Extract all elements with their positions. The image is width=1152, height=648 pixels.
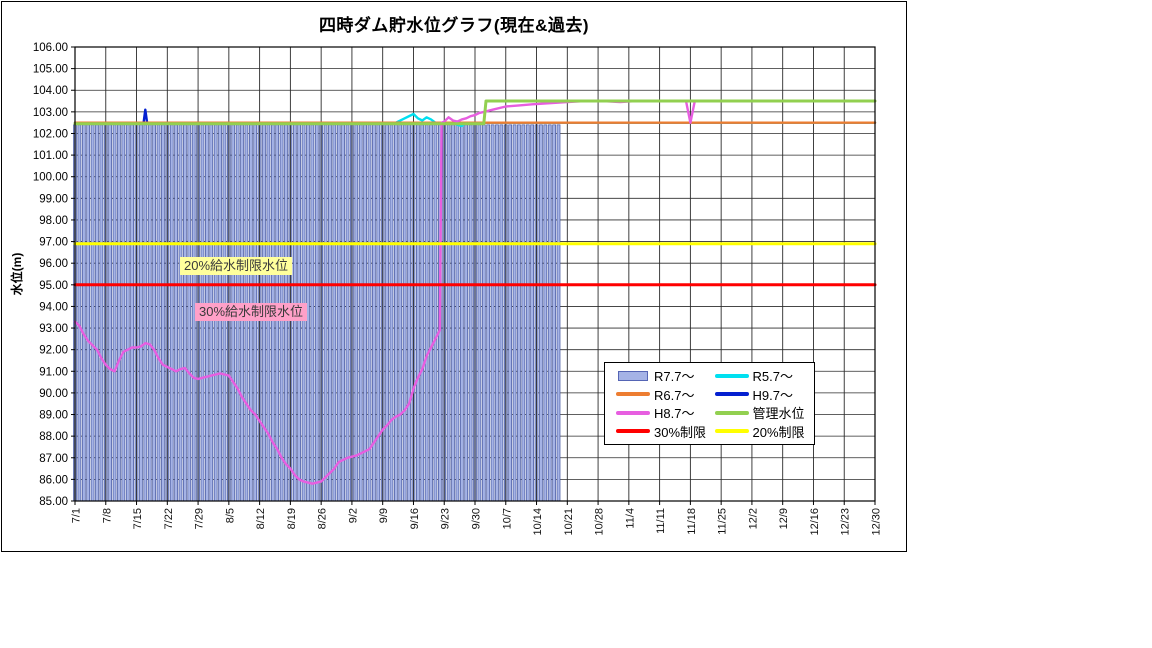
legend-label: R7.7〜 bbox=[654, 369, 695, 385]
legend-swatch-line bbox=[714, 429, 750, 434]
legend-item: 30%制限 bbox=[615, 423, 714, 440]
y-tick-label: 87.00 bbox=[39, 453, 68, 465]
y-tick-label: 89.00 bbox=[39, 410, 68, 422]
restriction-annotation-30: 30%給水制限水位 bbox=[195, 303, 308, 321]
y-tick-label: 91.00 bbox=[39, 366, 68, 378]
y-tick-label: 85.00 bbox=[39, 496, 68, 508]
plot-area: 106.00 105.00 104.00 103.00 102.00 101.00 100.… bbox=[33, 42, 883, 536]
chart-title: 四時ダム貯水位グラフ(現在&過去) bbox=[318, 16, 590, 35]
legend-label: 20%制限 bbox=[752, 424, 805, 440]
legend-swatch-bar bbox=[615, 370, 651, 381]
y-tick-label: 97.00 bbox=[39, 237, 68, 249]
chart-frame: 四時ダム貯水位グラフ(現在&過去) 水位(m) 106.00 105.00 104.… bbox=[1, 1, 907, 552]
y-tick-label: 100.00 bbox=[33, 172, 68, 184]
y-tick-label: 98.00 bbox=[39, 215, 68, 227]
x-tick-label: 9/23 bbox=[440, 508, 452, 529]
axis-ticks bbox=[71, 46, 876, 505]
x-tick-label: 7/8 bbox=[101, 508, 113, 523]
series-H8.7〜 bbox=[73, 99, 877, 485]
legend-item: 20%制限 bbox=[714, 423, 813, 440]
x-tick-label: 12/9 bbox=[778, 508, 790, 529]
legend-swatch-line bbox=[615, 429, 651, 434]
y-tick-label: 101.00 bbox=[33, 150, 68, 162]
x-tick-label: 7/29 bbox=[194, 508, 206, 529]
legend-swatch-line bbox=[714, 410, 750, 415]
y-tick-label: 90.00 bbox=[39, 388, 68, 400]
y-tick-label: 102.00 bbox=[33, 128, 68, 140]
x-tick-labels: 7/1 7/8 7/15 7/22 7/29 8/5 8/12 8/19 8/26 9/2 9/9 9… bbox=[71, 508, 883, 536]
legend-item: R7.7〜 bbox=[615, 367, 714, 384]
x-tick-label: 10/21 bbox=[563, 508, 575, 536]
legend-item: H9.7〜 bbox=[714, 386, 813, 403]
x-tick-label: 8/26 bbox=[317, 508, 329, 529]
bars-R7.7〜 bbox=[73, 124, 561, 502]
y-tick-label: 104.00 bbox=[33, 85, 68, 97]
legend-item: 管理水位 bbox=[714, 404, 813, 421]
x-tick-label: 7/1 bbox=[71, 508, 83, 523]
x-tick-label: 11/4 bbox=[624, 508, 636, 529]
y-tick-label: 86.00 bbox=[39, 474, 68, 486]
legend-label: 30%制限 bbox=[654, 424, 707, 440]
plot-border bbox=[74, 46, 876, 502]
y-tick-label: 106.00 bbox=[33, 42, 68, 54]
x-tick-label: 12/23 bbox=[840, 508, 852, 536]
x-tick-label: 9/2 bbox=[347, 508, 359, 523]
series-R5.7〜 bbox=[73, 112, 877, 128]
x-tick-label: 9/30 bbox=[471, 508, 483, 529]
x-tick-label: 8/12 bbox=[255, 508, 267, 529]
series-管理水位 bbox=[73, 99, 877, 126]
legend-item: R5.7〜 bbox=[714, 367, 813, 384]
x-tick-label: 12/16 bbox=[809, 508, 821, 536]
x-tick-label: 10/7 bbox=[501, 508, 513, 529]
x-tick-label: 10/14 bbox=[532, 508, 544, 536]
legend-swatch-line bbox=[615, 410, 651, 415]
y-tick-label: 92.00 bbox=[39, 345, 68, 357]
legend-swatch-line bbox=[615, 392, 651, 397]
y-tick-labels: 106.00 105.00 104.00 103.00 102.00 101.00 100.… bbox=[33, 42, 68, 508]
legend-item: R6.7〜 bbox=[615, 386, 714, 403]
legend-label: 管理水位 bbox=[752, 406, 805, 422]
x-tick-label: 9/16 bbox=[409, 508, 421, 529]
y-tick-label: 95.00 bbox=[39, 280, 68, 292]
y-tick-label: 88.00 bbox=[39, 431, 68, 443]
legend-label: R5.7〜 bbox=[752, 369, 793, 385]
y-tick-label: 103.00 bbox=[33, 107, 68, 119]
y-tick-label: 99.00 bbox=[39, 193, 68, 205]
legend-label: H9.7〜 bbox=[752, 387, 793, 403]
y-tick-label: 94.00 bbox=[39, 301, 68, 313]
legend: R7.7〜 R5.7〜 R6.7〜 H9.7〜 H8.7〜 管理水位 30%制限 20%制限 bbox=[604, 362, 815, 445]
x-tick-label: 8/19 bbox=[286, 508, 298, 529]
x-tick-label: 12/2 bbox=[747, 508, 759, 529]
x-tick-label: 9/9 bbox=[378, 508, 390, 523]
x-tick-label: 7/22 bbox=[163, 508, 175, 529]
x-tick-label: 10/28 bbox=[594, 508, 606, 536]
x-tick-label: 11/11 bbox=[655, 508, 667, 534]
legend-label: R6.7〜 bbox=[654, 387, 695, 403]
legend-label: H8.7〜 bbox=[654, 406, 695, 422]
y-tick-label: 96.00 bbox=[39, 258, 68, 270]
y-tick-label: 105.00 bbox=[33, 64, 68, 76]
x-tick-label: 11/25 bbox=[717, 508, 729, 535]
restriction-annotation-20: 20%給水制限水位 bbox=[180, 257, 293, 275]
y-tick-label: 93.00 bbox=[39, 323, 68, 335]
x-tick-label: 8/5 bbox=[224, 508, 236, 523]
legend-item: H8.7〜 bbox=[615, 404, 714, 421]
legend-swatch-line bbox=[714, 373, 750, 378]
x-tick-label: 7/15 bbox=[132, 508, 144, 529]
x-tick-label: 12/30 bbox=[871, 508, 883, 536]
legend-swatch-line bbox=[714, 392, 750, 397]
x-tick-label: 11/18 bbox=[686, 508, 698, 535]
